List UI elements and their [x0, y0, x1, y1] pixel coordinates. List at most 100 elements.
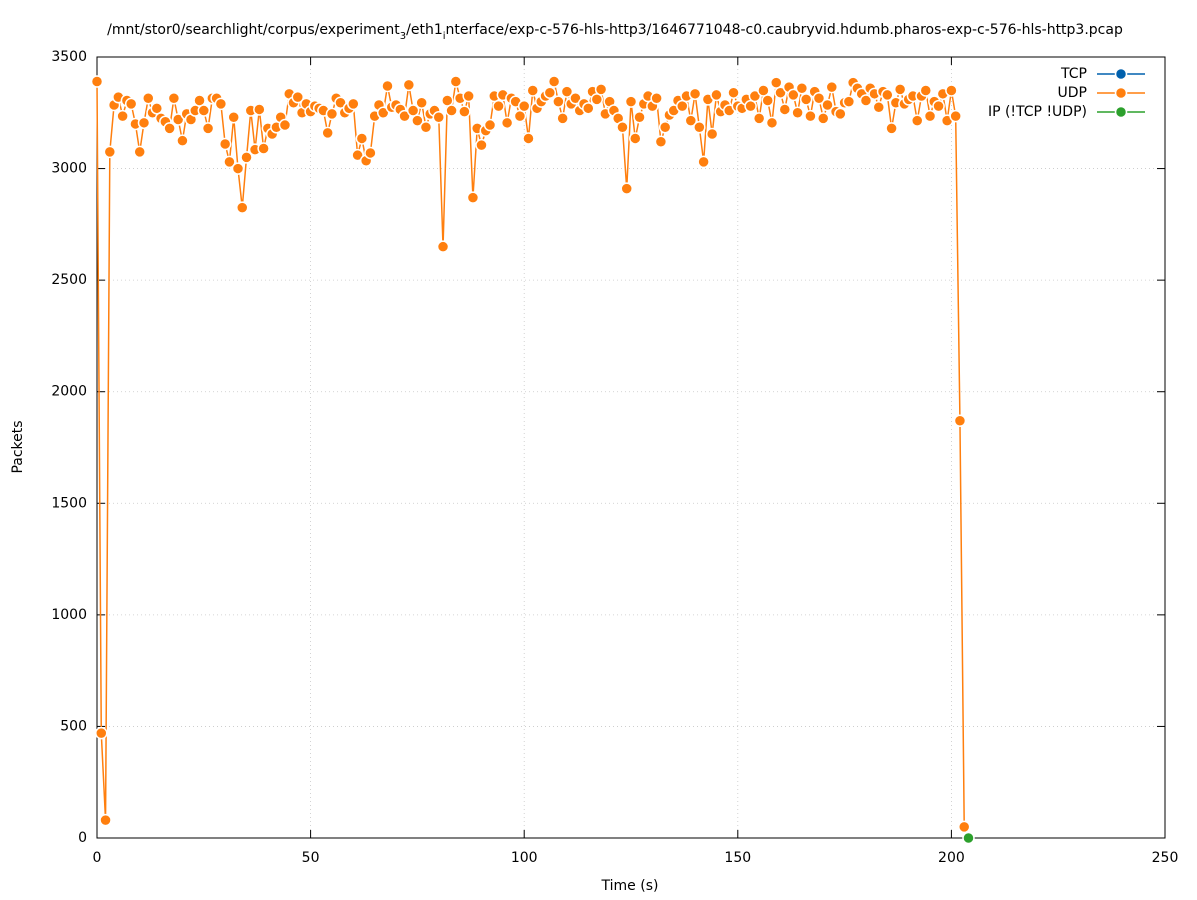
- point: [223, 155, 236, 169]
- x-tick-label: 250: [1152, 850, 1179, 866]
- x-tick-label: 200: [938, 850, 965, 866]
- point: [633, 110, 646, 124]
- point: [957, 820, 971, 834]
- legend-label: TCP: [1060, 66, 1087, 82]
- point: [176, 134, 189, 147]
- point: [765, 116, 779, 130]
- point: [893, 83, 907, 96]
- point: [624, 95, 638, 108]
- point: [761, 94, 774, 107]
- point: [347, 97, 360, 111]
- point: [419, 121, 433, 134]
- point: [650, 92, 663, 105]
- point: [167, 92, 181, 105]
- point: [235, 201, 249, 214]
- point: [449, 75, 463, 88]
- point: [953, 414, 967, 427]
- point: [415, 96, 428, 109]
- point: [103, 145, 117, 159]
- point: [923, 109, 937, 123]
- point: [411, 114, 424, 127]
- legend-label: UDP: [1058, 85, 1087, 101]
- point: [560, 85, 574, 98]
- title-part: /eth1: [406, 22, 443, 38]
- point: [291, 90, 305, 104]
- point: [778, 103, 792, 116]
- point: [795, 81, 809, 95]
- point: [402, 78, 416, 92]
- point: [376, 106, 390, 120]
- point: [804, 109, 817, 123]
- title-part: /mnt/stor0/searchlight/corpus/experiment: [107, 22, 400, 38]
- x-tick-label: 150: [724, 850, 751, 866]
- point: [688, 87, 702, 101]
- legend-marker: [1114, 67, 1128, 81]
- point: [799, 93, 813, 106]
- point: [658, 121, 672, 134]
- point: [95, 726, 108, 740]
- point: [710, 88, 723, 102]
- point: [124, 97, 138, 111]
- point: [475, 138, 488, 152]
- point: [910, 114, 924, 127]
- point: [500, 116, 514, 130]
- y-axis-label: Packets: [10, 420, 26, 473]
- point: [398, 109, 411, 123]
- point: [355, 132, 369, 145]
- point: [99, 813, 112, 827]
- point: [522, 132, 535, 145]
- legend-marker: [1114, 105, 1128, 119]
- point: [945, 84, 958, 97]
- legend-label: IP (!TCP !UDP): [988, 104, 1087, 120]
- point: [569, 92, 582, 105]
- point: [932, 99, 945, 113]
- point: [201, 122, 215, 135]
- chart-title: /mnt/stor0/searchlight/corpus/experiment…: [107, 22, 1123, 42]
- point: [364, 146, 377, 160]
- y-tick-label: 500: [60, 718, 87, 734]
- point: [253, 103, 266, 116]
- point: [556, 112, 569, 125]
- point: [821, 98, 834, 112]
- point: [436, 240, 450, 253]
- point: [218, 137, 232, 151]
- point: [90, 75, 104, 88]
- grid: [96, 56, 1166, 839]
- point: [432, 110, 446, 124]
- title-part: i: [443, 31, 446, 42]
- y-tick-label: 2000: [51, 384, 87, 400]
- point: [859, 94, 873, 107]
- point: [774, 86, 787, 99]
- x-tick-label: 100: [511, 850, 538, 866]
- legend-marker: [1114, 86, 1128, 100]
- series-line: [96, 78, 965, 827]
- point: [543, 86, 557, 99]
- point: [133, 145, 146, 159]
- point: [834, 107, 847, 121]
- point: [458, 105, 471, 118]
- point: [620, 182, 633, 195]
- point: [885, 122, 898, 135]
- point: [697, 155, 710, 169]
- point: [171, 113, 185, 126]
- point: [594, 83, 608, 96]
- point: [240, 151, 253, 164]
- point: [816, 112, 830, 125]
- title-part: nterface/exp-c-576-hls-http3/1646771048-…: [446, 22, 1123, 38]
- y-tick-label: 1500: [51, 495, 87, 511]
- point: [962, 831, 975, 845]
- point: [462, 89, 475, 103]
- y-tick-label: 1000: [51, 607, 87, 623]
- point: [629, 132, 642, 145]
- point: [727, 86, 740, 99]
- title-part: 3: [400, 31, 406, 42]
- point: [325, 107, 339, 121]
- point: [227, 110, 240, 124]
- point: [582, 102, 595, 115]
- point: [163, 122, 176, 135]
- point: [321, 126, 334, 140]
- point: [684, 114, 698, 127]
- y-tick-label: 0: [78, 830, 87, 846]
